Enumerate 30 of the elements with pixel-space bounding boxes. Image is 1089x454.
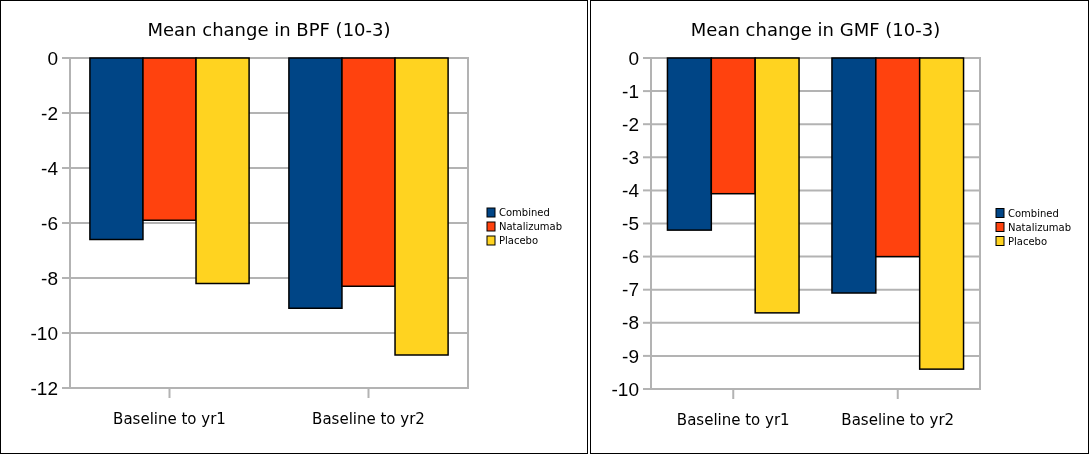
y-tick-label: -8 (622, 312, 639, 334)
y-tick-label: -6 (41, 212, 58, 234)
y-tick-label: -8 (41, 267, 58, 289)
chart-title: Mean change in GMF (10-3) (690, 19, 941, 40)
y-tick-label: -4 (41, 157, 59, 179)
x-tick-label: Baseline to yr1 (113, 410, 226, 428)
y-tick-label: -4 (622, 180, 640, 202)
y-tick-label: -12 (30, 377, 58, 399)
x-tick-label: Baseline to yr2 (841, 411, 955, 429)
y-tick-label: 0 (47, 47, 58, 69)
y-tick-label: -2 (622, 113, 639, 135)
y-tick-label: -1 (622, 80, 639, 102)
chart-title: Mean change in BPF (10-3) (147, 19, 391, 40)
y-tick-label: -5 (622, 213, 639, 235)
y-tick-label: -2 (41, 102, 58, 124)
x-tick-label: Baseline to yr2 (312, 410, 425, 428)
y-tick-label: -9 (622, 345, 639, 367)
y-tick-label: -10 (30, 322, 58, 344)
y-tick-label: -10 (611, 378, 639, 400)
legend-label: Combined (499, 207, 550, 218)
y-tick-label: 0 (628, 47, 639, 69)
x-tick-label: Baseline to yr1 (676, 411, 790, 429)
y-tick-label: -6 (622, 246, 639, 268)
y-tick-label: -7 (622, 279, 639, 301)
y-tick-label: -3 (622, 146, 639, 168)
legend-label: Placebo (1008, 235, 1048, 247)
legend-label: Natalizumab (1008, 221, 1072, 233)
legend-label: Placebo (499, 235, 539, 246)
legend-label: Combined (1008, 207, 1059, 219)
legend-label: Natalizumab (499, 221, 563, 232)
